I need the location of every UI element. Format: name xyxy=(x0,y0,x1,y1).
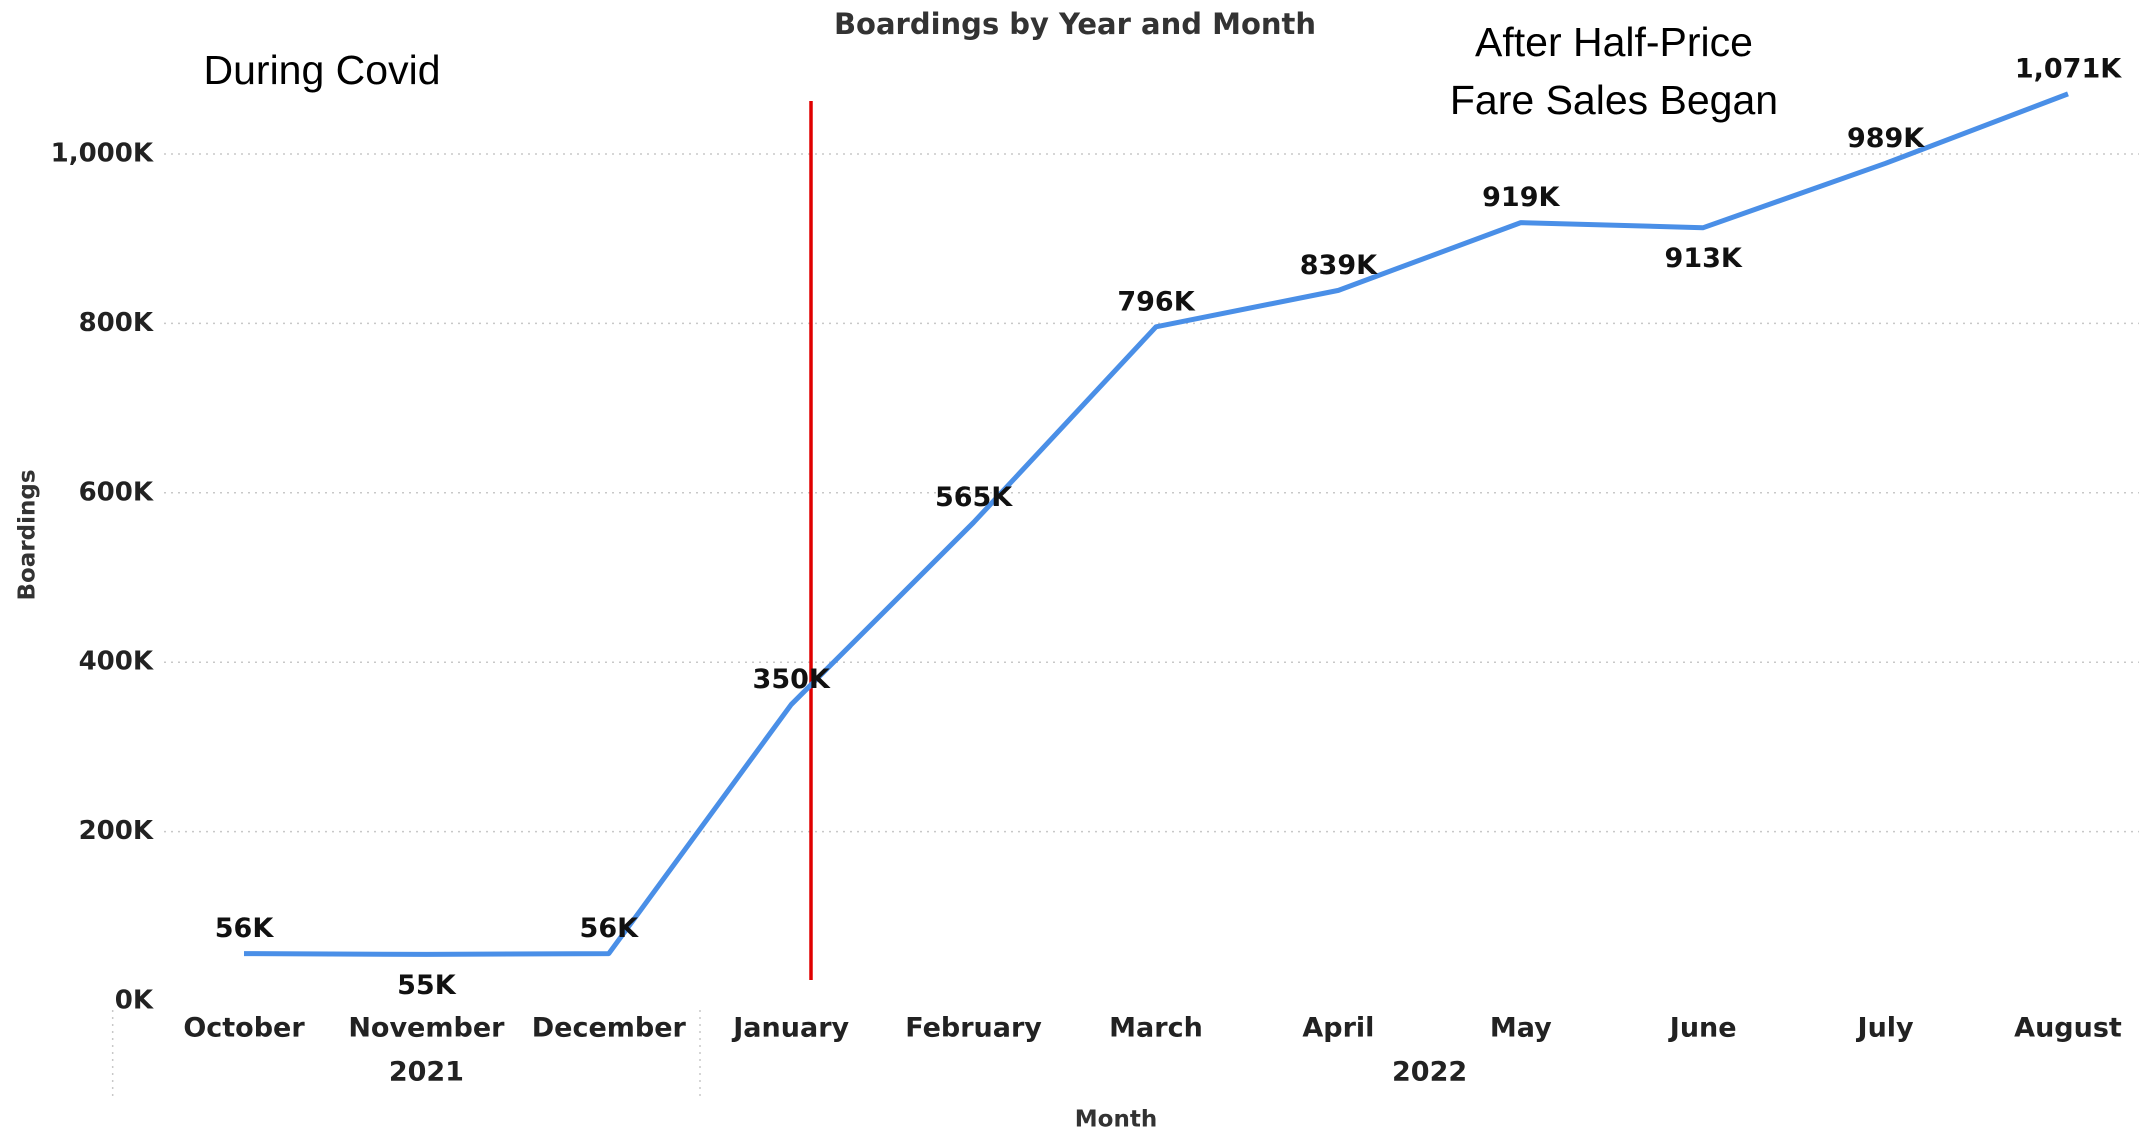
x-tick-label: June xyxy=(1668,1013,1737,1044)
chart-title: Boardings by Year and Month xyxy=(834,7,1316,41)
annotation: Fare Sales Began xyxy=(1450,77,1778,123)
x-tick-label: April xyxy=(1302,1013,1374,1044)
data-label: 1,071K xyxy=(2015,53,2122,84)
annotation: During Covid xyxy=(204,47,441,93)
data-label: 919K xyxy=(1482,182,1560,213)
x-tick-label: October xyxy=(183,1013,305,1044)
line-series xyxy=(243,91,2069,957)
x-tick-label: December xyxy=(532,1013,687,1044)
x-tick-label: February xyxy=(905,1013,1042,1044)
x-group-label: 2022 xyxy=(1392,1057,1467,1088)
data-label: 350K xyxy=(753,664,831,695)
data-label: 56K xyxy=(580,913,640,944)
y-tick-label: 200K xyxy=(79,816,154,846)
x-axis-title: Month xyxy=(1075,1107,1157,1133)
y-tick-label: 0K xyxy=(115,986,154,1016)
y-tick-label: 800K xyxy=(79,308,154,338)
data-label: 55K xyxy=(397,970,457,1001)
data-label: 565K xyxy=(935,482,1013,513)
x-tick-label: July xyxy=(1856,1013,1915,1044)
x-tick-label: May xyxy=(1490,1013,1552,1044)
annotation: After Half-Price xyxy=(1475,19,1753,65)
data-label: 989K xyxy=(1847,123,1925,154)
x-group-label: 2021 xyxy=(389,1057,464,1088)
data-label: 913K xyxy=(1665,243,1743,274)
y-tick-label: 1,000K xyxy=(51,139,154,169)
data-label: 56K xyxy=(215,913,275,944)
y-tick-label: 600K xyxy=(79,477,154,507)
y-axis-title: Boardings xyxy=(15,469,41,600)
data-label: 796K xyxy=(1117,286,1195,317)
x-tick-label: November xyxy=(348,1013,505,1044)
y-tick-label: 400K xyxy=(79,647,154,677)
x-tick-label: January xyxy=(731,1013,849,1044)
x-tick-label: March xyxy=(1109,1013,1203,1044)
x-tick-label: August xyxy=(2014,1013,2122,1044)
data-label: 839K xyxy=(1300,250,1378,281)
